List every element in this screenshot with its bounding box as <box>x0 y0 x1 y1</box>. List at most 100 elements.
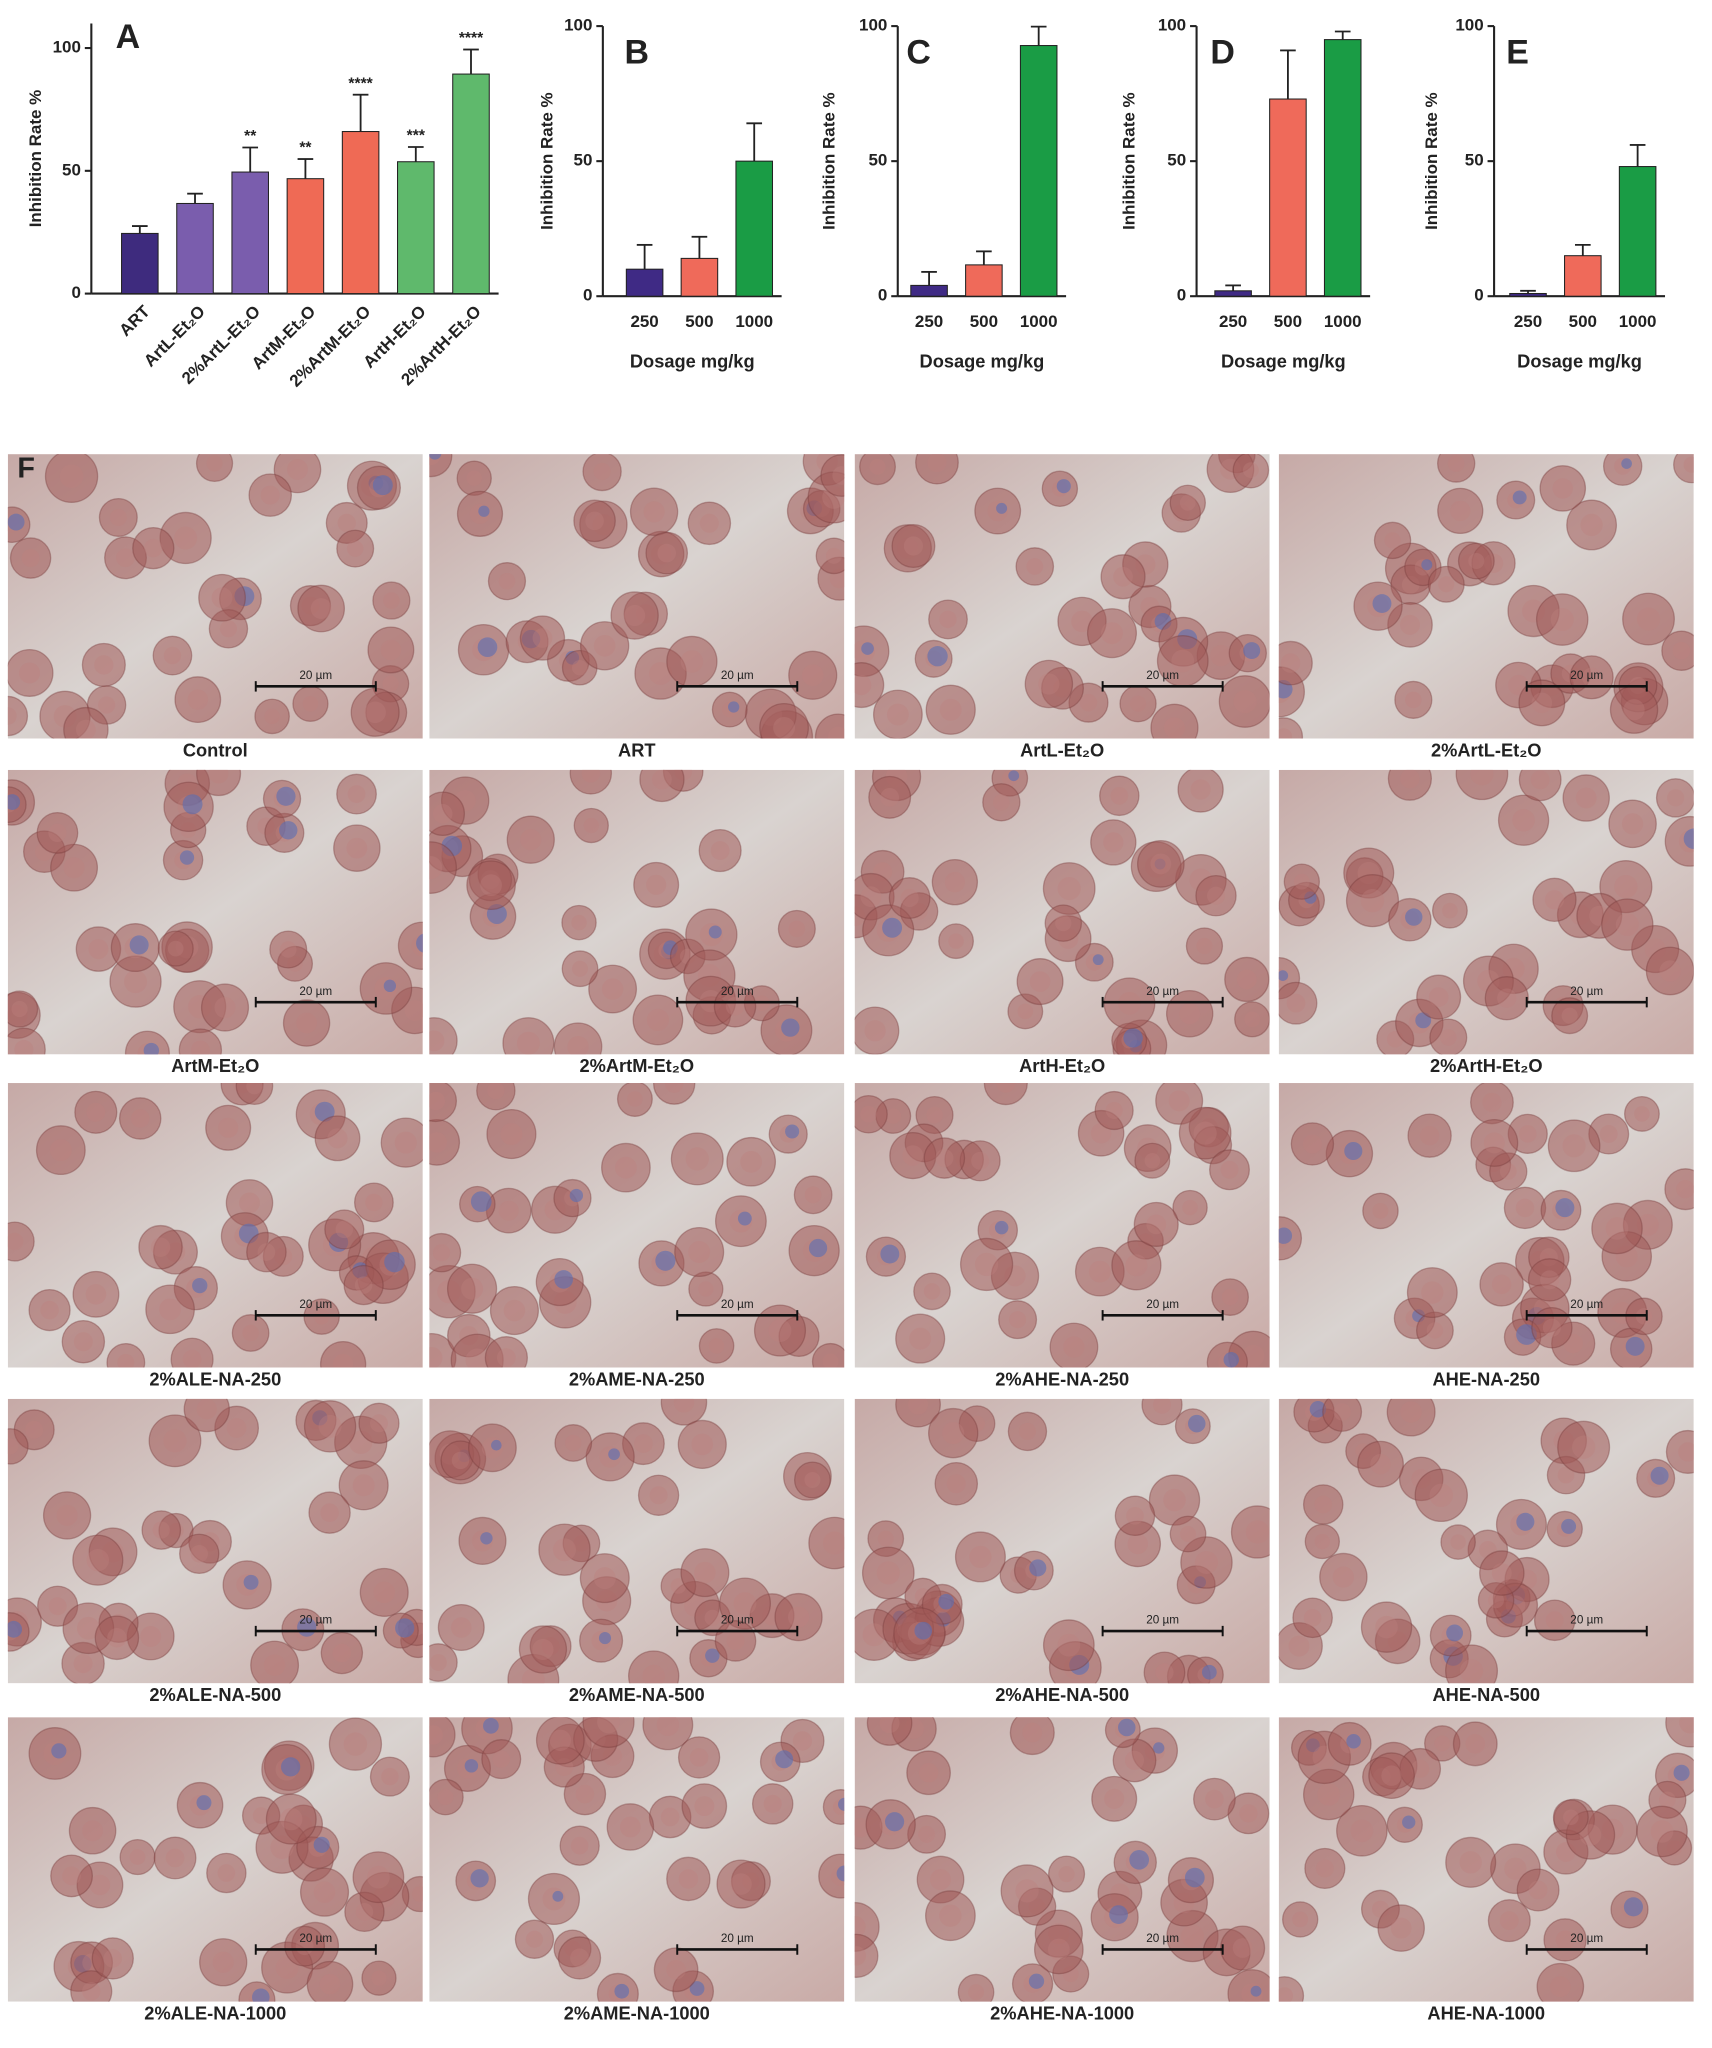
cell-center <box>7 1438 19 1455</box>
parasite <box>1516 1324 1537 1345</box>
micrograph: 20 µm <box>7 1398 423 1684</box>
cell-center <box>152 1521 170 1539</box>
parasite <box>914 1621 933 1640</box>
red-blood-cell <box>1111 1240 1162 1291</box>
cell-center <box>1488 1592 1505 1609</box>
red-blood-cell <box>72 1270 120 1318</box>
x-axis-label: Dosage mg/kg <box>630 351 755 372</box>
cell-center <box>346 540 364 557</box>
caption: 2%ALE-NA-500 <box>149 1684 281 1705</box>
red-blood-cell <box>118 1097 162 1140</box>
red-blood-cell <box>670 1132 724 1186</box>
red-blood-cell <box>1664 1168 1694 1211</box>
cell-center <box>429 1030 445 1052</box>
red-blood-cell <box>1185 927 1224 965</box>
red-blood-cell <box>106 1342 146 1368</box>
y-axis-label: Inhibition Rate % <box>1422 92 1441 230</box>
micrograph: 20 µm <box>7 1717 423 2002</box>
red-blood-cell <box>888 877 931 919</box>
red-blood-cell <box>250 1640 300 1684</box>
cell-center <box>86 1548 110 1572</box>
cell-center <box>1127 1533 1148 1555</box>
cell-center <box>492 1750 510 1768</box>
cell-center <box>927 454 947 473</box>
cell-center <box>257 1243 276 1261</box>
red-blood-cell <box>36 811 79 854</box>
red-blood-cell <box>1033 1924 1084 1975</box>
caption: 2%AHE-NA-250 <box>995 1368 1129 1389</box>
cell-center <box>279 941 297 958</box>
cell-center <box>327 1128 348 1149</box>
micrograph: 20 µm <box>7 1083 423 1368</box>
parasite <box>7 1620 23 1638</box>
red-blood-cell <box>170 1337 214 1368</box>
cell-center <box>886 703 909 726</box>
cell-center <box>75 719 96 739</box>
parasite <box>781 1018 800 1037</box>
cell-center <box>698 1281 714 1297</box>
caption: AHE-NA-1000 <box>1427 2003 1545 2024</box>
cell-center <box>76 1616 100 1640</box>
cell-center <box>1180 1526 1197 1542</box>
cell-center <box>1018 1422 1037 1440</box>
red-blood-cell <box>983 1083 1028 1106</box>
cell-center <box>880 787 900 807</box>
red-blood-cell <box>282 999 331 1047</box>
red-blood-cell <box>1457 542 1495 580</box>
parasite <box>1008 770 1020 782</box>
red-blood-cell <box>429 1717 456 1758</box>
cell-center <box>429 856 443 880</box>
scale-bar-label: 20 µm <box>299 1298 332 1311</box>
red-blood-cell <box>361 1960 397 1996</box>
red-blood-cell <box>320 1631 364 1675</box>
red-blood-cell <box>554 1424 593 1462</box>
cell-center <box>429 1132 447 1153</box>
red-blood-cell <box>61 1319 106 1364</box>
cell-center <box>691 1433 714 1456</box>
cell-center <box>1678 1442 1694 1462</box>
red-blood-cell <box>1232 454 1270 489</box>
red-blood-cell <box>1479 1550 1525 1596</box>
cell-center <box>1125 1254 1148 1277</box>
cell-center <box>48 1597 67 1616</box>
cell-center <box>196 1399 217 1420</box>
cell-center <box>666 1959 686 1980</box>
cell-center <box>226 1418 247 1438</box>
red-blood-cell <box>248 473 293 517</box>
cell-center <box>939 698 962 721</box>
cell-center <box>1314 1495 1333 1514</box>
cell-center <box>14 1039 34 1055</box>
red-blood-cell <box>1234 1001 1270 1038</box>
cell-center <box>1491 1563 1512 1584</box>
cell-center <box>1063 1336 1085 1358</box>
red-blood-cell <box>1602 454 1643 486</box>
red-blood-cell <box>1427 565 1465 603</box>
red-blood-cell <box>913 1272 951 1311</box>
cell-center <box>1100 622 1123 645</box>
parasite <box>1201 1664 1217 1680</box>
red-blood-cell <box>429 791 466 836</box>
cell-center <box>520 829 542 851</box>
parasite <box>1346 1733 1361 1749</box>
micrograph: 20 µm <box>7 454 423 739</box>
cell-center <box>969 1545 992 1569</box>
cell-center <box>1242 462 1259 479</box>
cell-center <box>689 1748 709 1767</box>
cell-center <box>1428 987 1449 1007</box>
cell-center <box>63 857 85 879</box>
parasite <box>383 979 397 993</box>
parasite <box>838 1797 845 1811</box>
cell-center <box>242 1324 259 1342</box>
red-blood-cell <box>9 537 52 579</box>
cell-center <box>862 1623 886 1647</box>
cell-center <box>1221 1288 1239 1306</box>
y-tick-label: 100 <box>1455 16 1483 35</box>
scale-bar-label: 20 µm <box>1146 669 1179 682</box>
red-blood-cell <box>297 584 346 633</box>
cell-center <box>124 970 148 994</box>
cell-center <box>319 1974 341 1995</box>
red-blood-cell <box>1292 1597 1333 1639</box>
red-blood-cell <box>573 807 609 844</box>
cell-center <box>660 1807 680 1827</box>
